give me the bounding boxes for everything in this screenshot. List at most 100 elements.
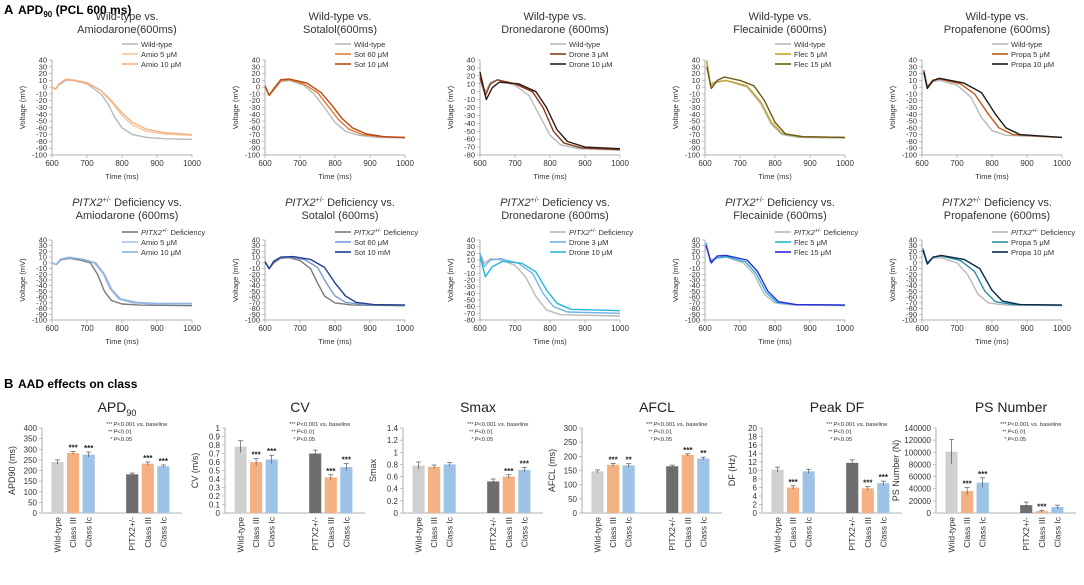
- x-tick-label: 1000: [1053, 324, 1071, 333]
- line-chart-p_flec: PITX2+/- Deficiency vs.Flecainide (600ms…: [671, 197, 858, 346]
- category-label: Class Ic: [698, 516, 708, 547]
- legend-label: PITX2+/- Deficiency: [569, 228, 633, 237]
- y-tick-label: 0.4: [387, 485, 399, 494]
- legend-label: Amio 5 μM: [141, 50, 177, 59]
- y-tick-label: 20000: [909, 497, 932, 506]
- chart-title-line2: Dronedarone (600ms): [501, 24, 609, 36]
- y-tick-label: 20: [252, 69, 260, 78]
- category-label: PITX2+/-: [1021, 517, 1031, 551]
- bar: [82, 454, 95, 513]
- legend-mark: **: [1002, 430, 1007, 436]
- legend-label: P<0.001 vs. baseline: [834, 422, 888, 428]
- legend-label: Sot 60 μM: [354, 50, 388, 59]
- y-tick-label: 10: [39, 253, 47, 262]
- y-tick-label: -30: [464, 111, 475, 120]
- x-tick-label: 600: [698, 324, 712, 333]
- y-axis-label: AFCL (ms): [547, 449, 557, 492]
- y-tick-label: -90: [36, 310, 47, 319]
- y-tick-label: -100: [902, 151, 917, 160]
- bar: [1051, 506, 1064, 513]
- x-axis-label: Time (ms): [758, 172, 792, 181]
- x-tick-label: 600: [915, 324, 929, 333]
- legend-mark: **: [108, 430, 113, 436]
- bar: [945, 451, 958, 513]
- legend-label: Amio 10 μM: [141, 248, 181, 257]
- y-tick-label: -40: [689, 281, 700, 290]
- legend-label: PITX2+/- Deficiency: [794, 228, 858, 237]
- legend-mark: *: [471, 437, 474, 443]
- y-tick-label: -80: [464, 151, 475, 160]
- y-tick-label: 0.2: [209, 492, 221, 501]
- x-tick-label: 1000: [396, 159, 414, 168]
- y-tick-label: -40: [464, 119, 475, 128]
- y-tick-label: 140000: [904, 424, 931, 433]
- category-label: Class Ic: [158, 516, 168, 547]
- category-label: Wild-type: [773, 517, 783, 553]
- category-label: Class III: [962, 517, 972, 548]
- bar: [666, 466, 679, 513]
- legend-label: Propa 5 μM: [1011, 238, 1050, 247]
- x-tick-label: 700: [950, 324, 964, 333]
- y-tick-label: 1: [394, 448, 399, 457]
- y-tick-label: -50: [689, 117, 700, 126]
- x-tick-label: 1000: [183, 324, 201, 333]
- category-label: Class III: [143, 517, 153, 548]
- y-tick-label: -30: [249, 103, 260, 112]
- y-tick-label: -30: [689, 276, 700, 285]
- y-tick-label: 20: [467, 71, 475, 80]
- legend-mark: **: [828, 430, 833, 436]
- legend-label: Amio 5 μM: [141, 238, 177, 247]
- y-tick-label: -100: [245, 316, 260, 325]
- y-tick-label: 100: [24, 488, 38, 497]
- y-tick-label: -50: [906, 287, 917, 296]
- x-tick-label: 600: [45, 159, 59, 168]
- x-tick-label: 600: [473, 324, 487, 333]
- y-tick-label: 40: [909, 56, 917, 65]
- x-tick-label: 700: [80, 159, 94, 168]
- series-line: [706, 59, 846, 139]
- y-tick-label: 30: [692, 62, 700, 71]
- y-tick-label: 0: [33, 509, 38, 518]
- y-tick-label: 30: [252, 62, 260, 71]
- y-tick-label: 0: [753, 509, 758, 518]
- y-axis-label: Voltage (mV): [18, 258, 27, 302]
- y-tick-label: -10: [906, 89, 917, 98]
- legend-label: P<0.01: [1008, 430, 1027, 436]
- x-axis-label: Time (ms): [318, 337, 352, 346]
- y-tick-label: 0: [43, 83, 47, 92]
- series-line: [922, 250, 1063, 306]
- significance-mark: ***: [326, 467, 336, 476]
- x-tick-label: 700: [293, 324, 307, 333]
- x-tick-label: 1000: [836, 159, 854, 168]
- y-axis-label: Voltage (mV): [446, 258, 455, 302]
- y-tick-label: -70: [906, 130, 917, 139]
- bar: [787, 487, 800, 513]
- legend-label: Sot 60 μM: [354, 238, 388, 247]
- y-tick-label: -100: [902, 316, 917, 325]
- x-tick-label: 800: [768, 159, 782, 168]
- significance-mark: ***: [342, 456, 352, 465]
- x-tick-label: 900: [1020, 159, 1034, 168]
- y-tick-label: -50: [36, 287, 47, 296]
- series-line: [479, 77, 621, 151]
- y-tick-label: 0.1: [209, 501, 221, 510]
- panel-b-label: B: [4, 376, 13, 391]
- bar: [846, 462, 859, 513]
- y-tick-label: -90: [36, 144, 47, 153]
- legend-label: Wild-type: [1011, 40, 1042, 49]
- y-tick-label: -50: [249, 117, 260, 126]
- bar: [234, 446, 247, 513]
- series-line: [51, 79, 193, 141]
- series-line: [264, 255, 406, 306]
- chart-title-line1: Wild-type vs.: [524, 11, 587, 23]
- y-tick-label: 400: [24, 424, 38, 433]
- y-axis-label: Voltage (mV): [671, 85, 680, 129]
- y-tick-label: 200: [564, 452, 578, 461]
- legend-label: P<0.001 vs. baseline: [114, 422, 168, 428]
- y-tick-label: -50: [36, 117, 47, 126]
- y-tick-label: -90: [906, 310, 917, 319]
- chart-title-line2: Propafenone (600ms): [944, 24, 1050, 36]
- y-tick-label: -50: [906, 117, 917, 126]
- y-tick-label: 20: [909, 69, 917, 78]
- category-label: PITX2+/-: [127, 517, 137, 551]
